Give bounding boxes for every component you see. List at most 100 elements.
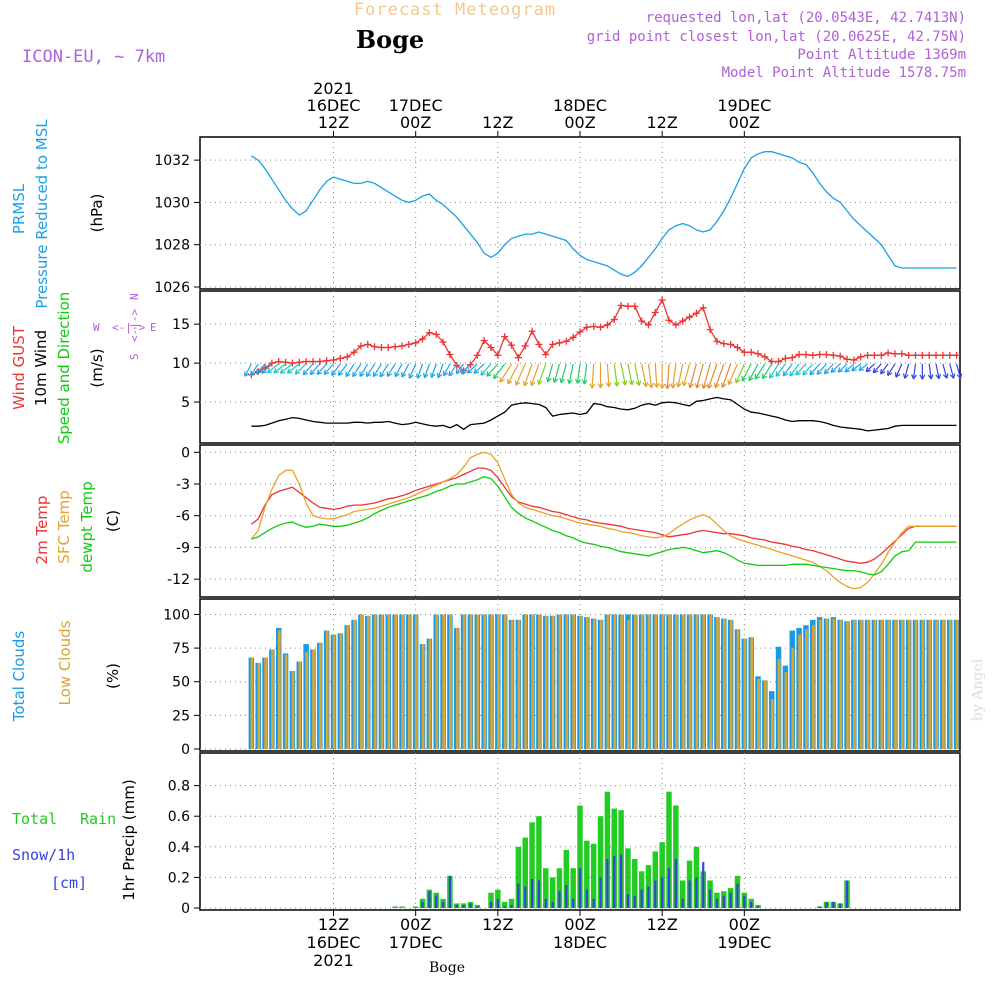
cloud-low-bar [702, 614, 706, 749]
snow-bar [551, 901, 554, 908]
time-label-bottom: 17DEC [389, 933, 443, 952]
pressure-line [251, 151, 957, 278]
cloud-low-bar [873, 619, 877, 749]
snow-bar [510, 904, 513, 908]
cloud-low-bar [681, 614, 685, 749]
wind-arrow-head [789, 373, 795, 377]
wind-arrow-head [608, 382, 612, 388]
time-label-bottom: 00Z [729, 915, 760, 934]
precip-rain-label: Rain [80, 810, 116, 828]
wind-arrow [816, 363, 827, 375]
rain-bar [522, 837, 528, 908]
y-tick-label: -9 [176, 540, 190, 556]
y-tick-label: 5 [181, 395, 190, 411]
wind-arrow [670, 363, 677, 389]
y-tick-label: 75 [172, 641, 190, 657]
wind-arrow-shaft [654, 363, 658, 388]
snow-bar [503, 906, 506, 908]
wind-arrow-head [448, 372, 454, 377]
snow-bar [448, 875, 452, 908]
snow-bar [674, 859, 677, 908]
wind-arrow-shaft [872, 363, 882, 374]
wind-arrow-head [423, 372, 426, 378]
wind-arrow [408, 363, 417, 379]
snow-bar [825, 901, 828, 908]
cloud-low-bar [421, 644, 425, 749]
wind-arrow-head [244, 372, 250, 377]
wind-arrow-head [589, 383, 593, 389]
cloud-low-bar [277, 630, 281, 749]
wind-arrow-shaft [499, 363, 513, 383]
wind-arrow [581, 363, 588, 385]
cloud-low-bar [312, 649, 315, 749]
snow-bar [619, 854, 623, 908]
snow-bar [517, 883, 520, 908]
wind-arrow [741, 363, 752, 382]
cloud-low-bar [271, 649, 274, 749]
wind-arrow-shaft [620, 363, 626, 386]
snow-bar [681, 898, 684, 908]
wind-arrow-shaft [761, 363, 773, 379]
wind-arrow-head [694, 382, 698, 389]
cloud-low-bar [332, 634, 336, 749]
wind-arrow [768, 363, 780, 379]
wind-arrow-head [616, 381, 620, 387]
wind-arrow [681, 363, 691, 387]
cloud-low-bar [394, 614, 398, 749]
time-label-bottom: 16DEC [307, 933, 361, 952]
wind-arrow-shaft [460, 363, 471, 375]
wind-arrow-head [802, 372, 808, 376]
wind-arrow-head [250, 372, 256, 376]
wind-arrow-shaft [714, 363, 725, 388]
wind-arrow-head [486, 371, 489, 377]
wind-arrow-head [273, 371, 279, 374]
wind-arrow-head [373, 373, 379, 378]
wind-arrow-head [715, 383, 720, 389]
wind-arrow [605, 363, 612, 388]
wind-arrow-head [782, 370, 785, 376]
time-label-top: 16DEC [307, 96, 361, 115]
wind-arrow-shaft [647, 363, 653, 388]
time-label-bottom: 2021 [313, 951, 354, 970]
wind-arrow-head [613, 381, 618, 387]
wind-arrow-head [809, 372, 815, 376]
wind-arrow-shaft [379, 363, 389, 378]
wind-arrow-head [455, 368, 458, 374]
temp-sfc-line [250, 451, 957, 590]
cloud-low-bar [408, 614, 411, 749]
cloud-low-bar [661, 614, 665, 749]
wind-arrow [455, 363, 465, 375]
time-label-bottom: 18DEC [553, 933, 607, 952]
wind-arrow [345, 363, 355, 378]
wind-arrow-head [466, 368, 470, 374]
rain-bar [632, 859, 638, 908]
y-tick-label: -6 [176, 509, 190, 525]
wind-arrow [613, 363, 620, 387]
cloud-low-bar [900, 619, 904, 749]
wind-arrow-head [437, 374, 443, 379]
wind-arrow-head [323, 372, 330, 375]
wind-arrow-head [507, 380, 513, 385]
wind-arrow [365, 363, 376, 378]
wind-arrow [748, 363, 759, 382]
wind-arrow-shaft [372, 363, 382, 377]
wind-arrow-head [631, 379, 635, 386]
wind-arrow-shaft [837, 363, 848, 373]
wind-arrow-head [480, 372, 486, 376]
wind-arrow-head [366, 373, 372, 378]
time-label-top: 19DEC [717, 96, 771, 115]
wind-arrow-shaft [844, 363, 855, 373]
wind-arrow-shaft [255, 363, 266, 375]
wind-arrow-shaft [473, 363, 485, 374]
wind-arrow-head [714, 382, 717, 388]
cloud-low-bar [380, 614, 384, 749]
wind-arrow-head [575, 378, 578, 384]
cloud-low-bar [647, 614, 651, 749]
wind-arrow-head [416, 373, 419, 379]
wind-arrow [837, 363, 848, 373]
wind-arrow-head [902, 373, 906, 379]
wind-arrow [720, 363, 732, 388]
wind-arrow-head [754, 376, 760, 380]
wind-arrow-head [431, 373, 436, 378]
wind-arrow [659, 363, 666, 389]
